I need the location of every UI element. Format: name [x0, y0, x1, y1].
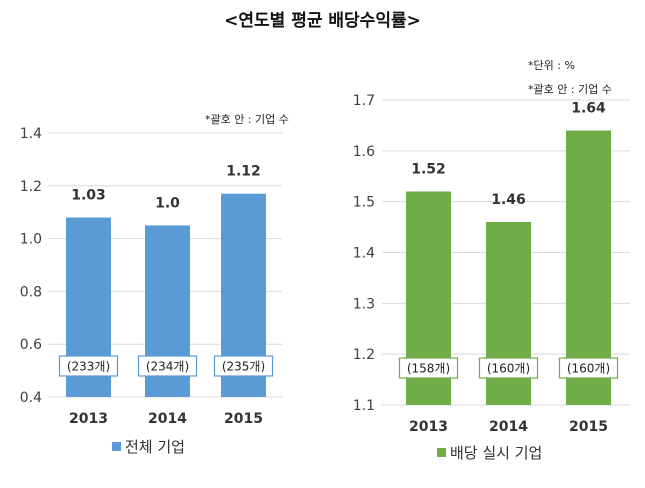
count-box [398, 357, 459, 379]
y-tick-label: 1.4 [20, 126, 42, 142]
legend-label: 배당 실시 기업 [450, 444, 542, 462]
count-box [213, 355, 274, 377]
y-tick-label: 0.8 [20, 284, 42, 300]
count-box [478, 357, 539, 379]
legend-swatch [112, 442, 121, 451]
count-box [558, 357, 619, 379]
data-label: 1.64 [571, 101, 606, 117]
x-tick-label: 2013 [69, 411, 108, 427]
company-count-label: (233개) [67, 360, 110, 374]
y-tick-label: 1.2 [353, 347, 375, 363]
page-title: <연도별 평균 배당수익률> [224, 11, 421, 31]
footnote: *괄호 안 : 기업 수 [528, 83, 612, 96]
y-tick-label: 0.6 [20, 337, 42, 353]
count-box [58, 355, 119, 377]
footnote: *괄호 안 : 기업 수 [205, 113, 289, 126]
y-tick-label: 1.5 [353, 195, 375, 211]
y-tick-label: 1.3 [353, 296, 375, 312]
data-label: 1.12 [226, 164, 261, 180]
company-count-label: (234개) [146, 360, 189, 374]
x-tick-label: 2015 [569, 419, 608, 435]
y-tick-label: 1.2 [20, 179, 42, 195]
x-tick-label: 2014 [148, 411, 187, 427]
data-label: 1.0 [155, 195, 180, 211]
y-tick-label: 0.4 [20, 390, 42, 406]
y-tick-label: 1.1 [353, 398, 375, 414]
y-tick-label: 1.6 [353, 144, 375, 160]
y-tick-label: 1.0 [20, 232, 42, 248]
legend-label: 전체 기업 [125, 438, 185, 456]
y-tick-label: 1.7 [353, 93, 375, 109]
chart-group-dividend: 1.1 1.2 1.3 1.4 1.5 1.6 1.7 1.52 (158개) 2013 1.46 (… [353, 59, 630, 462]
company-count-label: (235개) [222, 360, 265, 374]
company-count-label: (160개) [487, 362, 530, 376]
x-tick-label: 2015 [224, 411, 263, 427]
x-tick-label: 2014 [489, 419, 528, 435]
company-count-label: (160개) [567, 362, 610, 376]
x-tick-label: 2013 [409, 419, 448, 435]
legend-swatch [437, 448, 446, 457]
y-tick-label: 1.4 [353, 246, 375, 262]
chart-group-all: 0.4 0.6 0.8 1.0 1.2 1.4 1.03 (233개) 2013 1.0 (234개… [20, 113, 289, 456]
company-count-label: (158개) [407, 362, 450, 376]
data-label: 1.46 [491, 192, 526, 208]
data-label: 1.03 [71, 187, 106, 203]
data-label: 1.52 [411, 162, 446, 178]
count-box [137, 355, 198, 377]
footnote: *단위 : % [528, 59, 575, 72]
